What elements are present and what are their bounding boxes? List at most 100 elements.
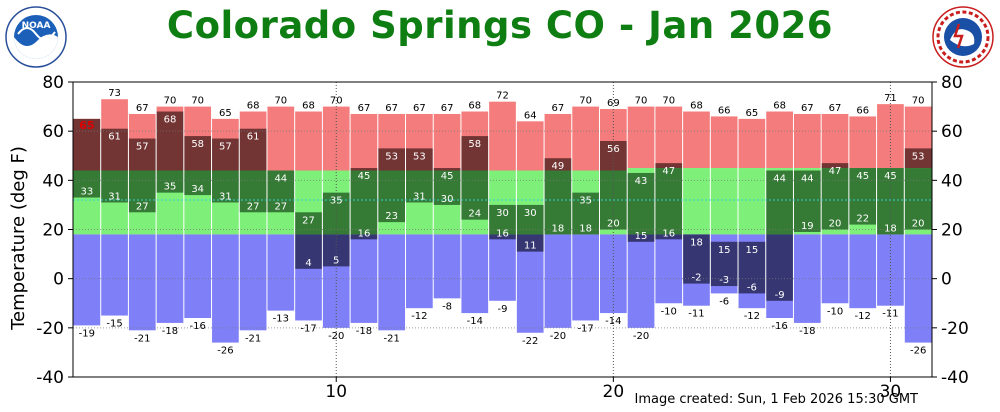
observed-above-normal-bar <box>350 168 378 171</box>
observed-low-label: 31 <box>219 191 232 202</box>
observed-normal-bar <box>765 170 794 235</box>
y-tick-label-right: 40 <box>941 171 963 191</box>
record-low-label: -19 <box>79 328 95 339</box>
record-high-band <box>682 111 711 169</box>
observed-below-normal-bar <box>516 234 545 252</box>
record-high-band <box>571 106 600 171</box>
record-high-band <box>738 118 766 169</box>
record-high-label: 64 <box>524 110 537 121</box>
record-high-label: 67 <box>441 103 454 114</box>
record-low-label: -11 <box>882 309 898 320</box>
observed-high-label: 45 <box>358 171 371 182</box>
record-low-label: -14 <box>467 316 483 327</box>
y-tick-label-right: 60 <box>941 122 963 142</box>
observed-high-label: 68 <box>164 115 177 126</box>
y-tick-label-left: -20 <box>36 319 64 339</box>
record-high-label: 73 <box>108 88 121 99</box>
observed-low-label: -2 <box>691 273 701 284</box>
x-tick-label: 20 <box>603 382 625 402</box>
observed-low-label: -6 <box>747 282 757 293</box>
observed-above-normal-bar <box>654 163 683 169</box>
record-low-band <box>100 234 129 316</box>
observed-low-label: 11 <box>524 241 537 252</box>
observed-below-normal-bar <box>765 234 794 301</box>
record-high-label: 68 <box>773 101 786 112</box>
observed-low-label: 20 <box>912 219 925 230</box>
observed-high-label: 61 <box>247 132 260 143</box>
record-high-label: 68 <box>468 101 481 112</box>
record-high-band <box>654 106 683 169</box>
record-high-band <box>821 113 849 169</box>
observed-normal-bar <box>793 170 822 232</box>
record-high-label: 65 <box>746 108 759 119</box>
record-high-band <box>266 106 295 171</box>
y-tick-label-left: 0 <box>53 270 64 290</box>
y-tick-label-right: 80 <box>941 73 963 93</box>
observed-normal-bar <box>239 170 267 213</box>
observed-below-normal-bar <box>627 234 655 242</box>
y-tick-label-left: 60 <box>42 122 64 142</box>
observed-low-label: 34 <box>191 184 204 195</box>
value-labels-layer: 65 33 -19 73 61 31 -15 67 57 27 -21 70 68 35 -18 70 58 34… <box>79 88 927 356</box>
observed-high-label: 53 <box>385 151 398 162</box>
observed-high-label: 43 <box>635 176 648 187</box>
record-high-band <box>793 113 822 169</box>
record-low-label: -18 <box>799 326 815 337</box>
record-high-band <box>848 116 877 169</box>
record-high-label: 67 <box>552 103 565 114</box>
observed-high-label: 58 <box>191 139 204 150</box>
observed-low-label: 15 <box>635 231 648 242</box>
observed-high-label: 47 <box>829 166 842 177</box>
record-high-label: 68 <box>247 101 260 112</box>
record-low-label: -20 <box>633 331 649 342</box>
observed-high-label: 53 <box>413 151 426 162</box>
observed-above-normal-bar <box>183 136 212 171</box>
record-low-label: -20 <box>328 331 344 342</box>
record-low-band <box>821 234 849 304</box>
observed-high-label: 35 <box>330 196 343 207</box>
record-high-label: 68 <box>690 101 703 112</box>
y-tick-label-left: 40 <box>42 171 64 191</box>
record-low-label: -12 <box>855 311 871 322</box>
record-low-band <box>627 234 655 328</box>
observed-above-normal-bar <box>73 118 101 171</box>
observed-high-label: 44 <box>274 174 287 185</box>
observed-below-normal-bar <box>350 234 378 240</box>
observed-low-label: 30 <box>441 194 454 205</box>
record-low-label: -26 <box>910 346 926 357</box>
record-high-label: 70 <box>191 96 204 107</box>
observed-high-label: 57 <box>136 142 149 153</box>
record-low-label: -12 <box>411 311 427 322</box>
observed-high-label: 15 <box>746 245 759 256</box>
observed-below-normal-bar <box>738 241 766 294</box>
record-high-band <box>710 116 739 169</box>
observed-normal-bar <box>100 170 129 203</box>
observed-normal-bar <box>627 172 655 235</box>
record-high-label: 67 <box>413 103 426 114</box>
observed-low-label: 22 <box>856 214 869 225</box>
record-low-band <box>876 234 905 306</box>
observed-high-label: 57 <box>219 142 232 153</box>
observed-low-label: 16 <box>496 228 509 239</box>
observed-low-label: 35 <box>164 182 177 193</box>
observed-above-normal-bar <box>156 111 184 171</box>
observed-normal-bar <box>183 170 212 196</box>
record-high-label: 70 <box>912 96 925 107</box>
record-high-label: 72 <box>496 91 509 102</box>
record-low-band <box>183 234 212 318</box>
observed-normal-bar <box>211 170 240 203</box>
record-low-label: -9 <box>498 304 508 315</box>
observed-normal-bar <box>460 170 489 220</box>
observed-low-label: 27 <box>136 201 149 212</box>
record-low-label: -16 <box>771 321 787 332</box>
record-low-band <box>128 234 157 331</box>
record-low-label: -13 <box>273 314 289 325</box>
y-tick-label-right: 20 <box>941 221 963 241</box>
observed-high-label: 45 <box>884 171 897 182</box>
record-high-label: 70 <box>579 96 592 107</box>
record-low-label: -21 <box>245 333 261 344</box>
observed-normal-bar <box>128 170 157 213</box>
record-high-label: 66 <box>856 105 869 116</box>
observed-high-label: 44 <box>801 174 814 185</box>
observed-normal-bar <box>266 170 295 213</box>
